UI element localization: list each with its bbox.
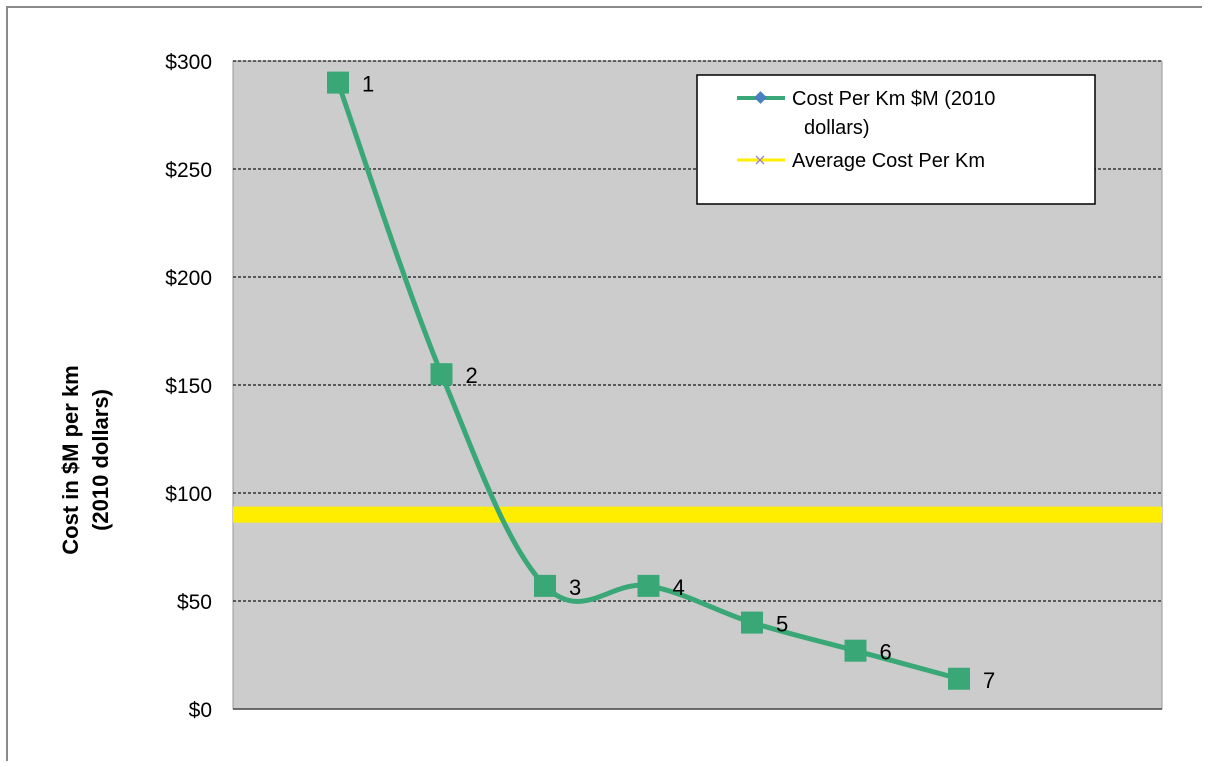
- point-label: 1: [362, 72, 374, 97]
- legend: Cost Per Km $M (2010 dollars) Average Co…: [696, 74, 1096, 205]
- y-tick-label: $300: [165, 51, 212, 74]
- cost-per-km-marker: [327, 71, 349, 94]
- point-label: 2: [466, 363, 478, 388]
- cost-per-km-marker: [430, 363, 453, 386]
- cost-per-km-marker: [844, 639, 867, 662]
- cost-per-km-marker: [637, 574, 660, 597]
- y-tick-label: $100: [165, 483, 212, 506]
- y-axis-label-line-1: Cost in $M per km: [58, 365, 83, 554]
- y-tick-label: $0: [189, 699, 212, 722]
- point-label: 6: [880, 640, 892, 665]
- point-label: 4: [673, 575, 685, 600]
- legend-label-series-1-line-2: dollars): [804, 117, 870, 139]
- point-label: 3: [569, 575, 581, 600]
- y-axis-ticks: $0 $50 $100 $150 $200 $250 $300: [165, 51, 212, 722]
- y-tick-label: $250: [165, 159, 212, 182]
- legend-label-series-1-line-1: Cost Per Km $M (2010: [792, 88, 995, 110]
- cost-per-km-marker: [534, 574, 556, 597]
- point-label: 5: [776, 612, 788, 637]
- legend-label-series-2: Average Cost Per Km: [792, 150, 985, 172]
- cost-per-km-line: [335, 81, 960, 682]
- legend-x-marker: [755, 155, 765, 165]
- y-axis-label: Cost in $M per km (2010 dollars): [58, 365, 113, 554]
- y-tick-label: $150: [165, 375, 212, 398]
- point-label: 7: [983, 668, 995, 693]
- cost-per-km-marker: [948, 667, 970, 690]
- chart-frame: [6, 6, 1202, 761]
- y-tick-label: $200: [165, 267, 212, 290]
- series-layer: 1 2 3 4 5 6 7: [233, 71, 1162, 693]
- y-tick-label: $50: [177, 591, 212, 614]
- y-axis-label-line-2: (2010 dollars): [88, 389, 113, 531]
- cost-per-km-marker: [741, 611, 763, 634]
- gridlines: [233, 60, 1162, 710]
